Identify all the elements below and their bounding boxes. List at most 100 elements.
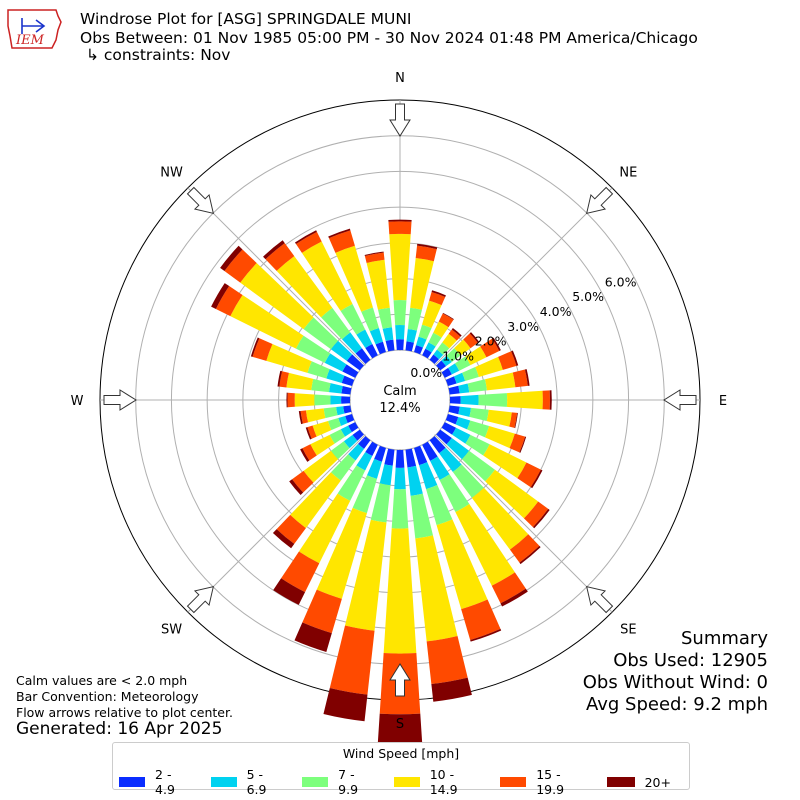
radial-tick-label: 3.0% [507, 319, 539, 334]
bar-segment [356, 329, 373, 349]
radial-tick-label: 2.0% [475, 334, 507, 349]
bar-segment [418, 324, 432, 340]
bar-segment [530, 469, 543, 489]
bar-segment [382, 327, 394, 342]
bar-segment [395, 325, 405, 340]
bar-segment [378, 307, 392, 329]
bar-segment [433, 321, 449, 338]
bar-segment [391, 489, 409, 529]
bar-segment [509, 433, 526, 453]
bar-segment [316, 507, 367, 599]
bar-segment [328, 230, 355, 253]
calm-label: Calm [383, 384, 416, 399]
bar-segment [356, 451, 373, 471]
bar-segment [446, 438, 470, 460]
direction-bar [448, 405, 518, 429]
bar-segment [475, 356, 503, 377]
direction-bar [211, 283, 359, 378]
direction-bar [294, 230, 378, 359]
bar-segment [365, 343, 378, 359]
bar-segment [286, 372, 314, 391]
bar-segment [519, 545, 541, 565]
bar-segment [439, 447, 462, 472]
bar-segment [549, 390, 552, 410]
bar-segment [486, 409, 512, 427]
bar-segment [480, 338, 500, 358]
bar-segment [301, 241, 353, 311]
bar-segment [514, 412, 518, 429]
radial-tick-label: 1.0% [442, 348, 474, 363]
flow-arrow [663, 389, 697, 411]
bar-segment [461, 599, 501, 640]
bar-segment [384, 448, 395, 466]
bar-segment [348, 422, 359, 433]
bar-segment [441, 355, 452, 367]
bar-segment [298, 493, 351, 564]
summary-avg-speed: Avg Speed: 9.2 mph [586, 694, 768, 715]
bar-segment [470, 628, 502, 642]
bar-segment [445, 414, 459, 425]
bar-segment [330, 340, 353, 361]
bar-segment [329, 625, 375, 695]
compass-label: NE [619, 166, 637, 181]
bar-segment [419, 462, 438, 490]
flow-arrow [103, 389, 137, 411]
bar-segment [230, 294, 304, 349]
legend-swatch [210, 777, 237, 787]
bar-segment [342, 332, 362, 354]
bar-segment [406, 329, 417, 343]
bar-segment [485, 372, 516, 391]
bar-segment [300, 410, 309, 424]
legend-label: 2 - 4.9 [155, 767, 175, 797]
bar-segment [279, 371, 289, 388]
bar-segment [272, 529, 295, 549]
bar-segment [345, 519, 387, 631]
direction-bar [364, 251, 395, 352]
bar-segment [292, 470, 314, 493]
bar-segment [374, 445, 386, 462]
bar-segment [416, 336, 427, 348]
summary-box: Summary Obs Used: 12905 Obs Without Wind… [583, 628, 768, 716]
direction-bar [449, 390, 552, 410]
bar-segment [393, 299, 407, 326]
bar-segment [383, 528, 417, 654]
direction-bar [294, 445, 386, 652]
bar-segment [345, 414, 355, 423]
bar-segment [346, 354, 364, 371]
bar-segment [303, 450, 339, 483]
radial-tick-label: 6.0% [605, 274, 637, 289]
bar-segment [337, 465, 366, 501]
bar-segment [465, 434, 490, 456]
bar-segment [438, 313, 454, 328]
direction-bar [422, 312, 454, 359]
bar-segment [462, 366, 479, 381]
bar-segment [452, 464, 484, 498]
legend-item: 5 - 6.9 [210, 767, 285, 797]
bar-segment [417, 243, 438, 250]
bar-segment [436, 519, 488, 610]
bar-segment [310, 434, 335, 456]
bar-segment [276, 514, 306, 544]
bar-segment [422, 300, 442, 329]
legend-label: 20+ [644, 774, 671, 790]
bar-segment [303, 317, 339, 350]
bar-segment [454, 356, 471, 371]
bar-segment [433, 349, 444, 360]
direction-bar [436, 332, 480, 371]
bar-segment [426, 635, 468, 684]
legend-swatch [500, 777, 527, 787]
bar-segment [415, 535, 458, 642]
direction-bar [305, 414, 355, 440]
direction-bar [323, 448, 395, 722]
chart-subtitle-dates: Obs Between: 01 Nov 1985 05:00 PM - 30 N… [80, 29, 698, 47]
direction-bar [289, 429, 364, 495]
legend-swatch [302, 777, 329, 787]
direction-bar [445, 414, 527, 453]
bar-segment [250, 337, 260, 357]
bar-convention-note: Bar Convention: Meteorology [16, 689, 199, 704]
direction-bar [429, 328, 462, 364]
bar-segment [405, 341, 414, 352]
direction-bar [445, 350, 519, 386]
